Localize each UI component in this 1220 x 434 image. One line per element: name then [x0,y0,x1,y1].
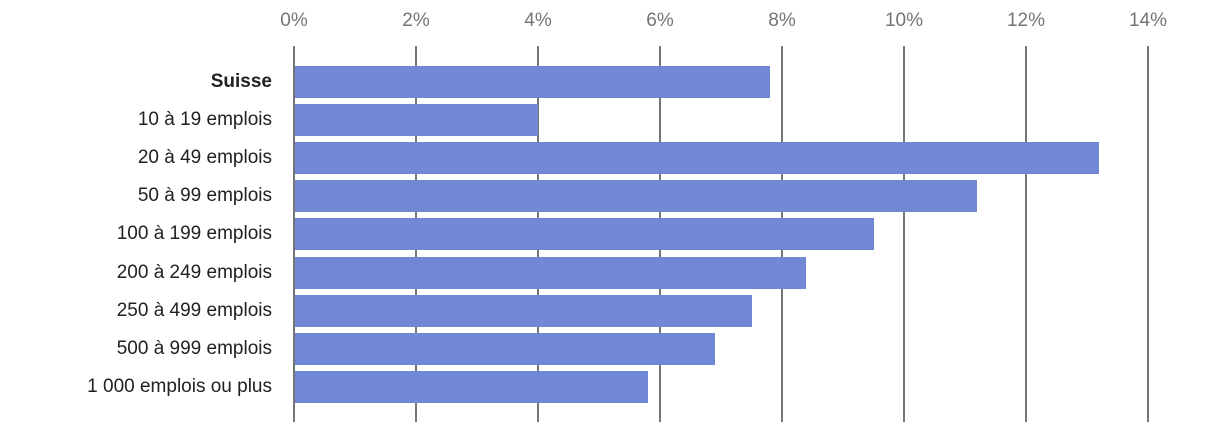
bar [295,180,978,213]
gridline [903,46,905,422]
x-tick-label: 6% [646,10,674,31]
axis-baseline [293,46,295,422]
category-label: 250 à 499 emplois [116,299,272,321]
category-label: Suisse [210,71,272,92]
category-label: 100 à 199 emplois [116,223,272,245]
gridline [1025,46,1027,422]
category-label: 10 à 19 emplois [137,109,272,131]
bar [295,256,807,289]
x-tick-label: 4% [524,10,552,31]
category-label: 200 à 249 emplois [116,261,272,283]
bar [295,104,538,137]
bar [295,294,752,327]
x-tick-label: 10% [884,10,924,31]
bar [295,370,648,403]
category-label: 20 à 49 emplois [137,147,272,169]
x-tick-label: 8% [768,10,796,31]
x-tick-label: 0% [280,10,308,31]
bar [295,332,715,365]
x-tick-label: 2% [402,10,430,31]
x-tick-label: 14% [1128,10,1168,31]
category-label: 50 à 99 emplois [137,185,272,207]
bar [295,142,1100,175]
bar [295,66,770,98]
bar [295,218,874,251]
category-label: 1 000 emplois ou plus [87,375,272,397]
gridline [1147,46,1149,422]
x-tick-label: 12% [1006,10,1046,31]
category-label: 500 à 999 emplois [116,337,272,359]
